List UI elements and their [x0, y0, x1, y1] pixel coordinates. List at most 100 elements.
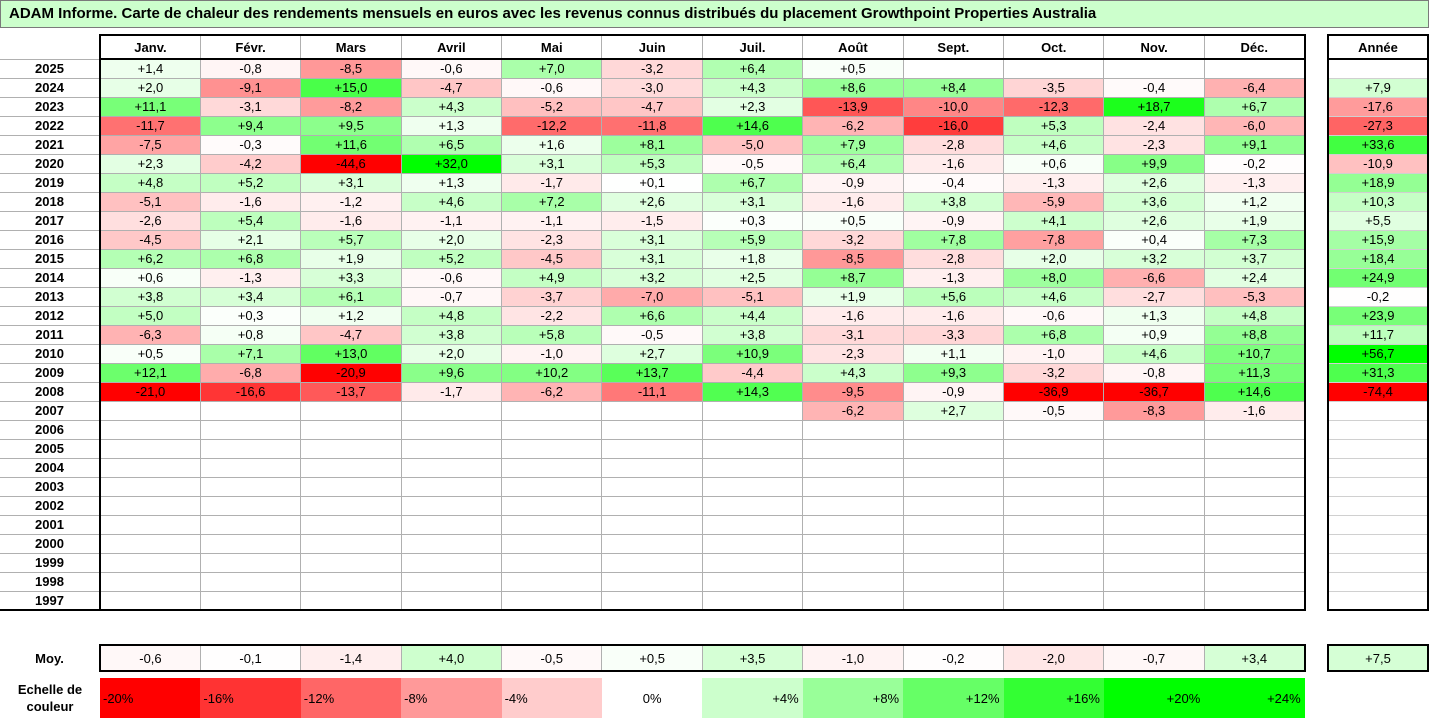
- annual-row: [1327, 477, 1429, 497]
- heatmap-cell: +8,4: [903, 78, 1005, 98]
- heatmap-cell: -4,7: [300, 325, 402, 345]
- heatmap-cell: -5,1: [702, 287, 804, 307]
- heatmap-cell: +18,7: [1103, 97, 1205, 117]
- heatmap-cell: -3,3: [903, 325, 1005, 345]
- color-scale-label: Echelle de couleur: [17, 682, 83, 714]
- heatmap-cell: [300, 591, 402, 611]
- heatmap-cell: -0,6: [401, 59, 503, 79]
- annual-row: -0,2: [1327, 287, 1429, 307]
- annual-row: [1327, 496, 1429, 516]
- annual-cell: +7,9: [1327, 78, 1429, 98]
- heatmap-cell: +2,7: [601, 344, 703, 364]
- heatmap-cell: [1003, 458, 1105, 478]
- heatmap-cell: -6,3: [100, 325, 201, 345]
- heatmap-cell: +8,6: [802, 78, 904, 98]
- heatmap-cell: [100, 515, 201, 535]
- heatmap-cell: +10,7: [1204, 344, 1306, 364]
- annual-row: +5,5: [1327, 211, 1429, 231]
- heatmap-cell: +12,1: [100, 363, 201, 383]
- heatmap-cell: [501, 515, 603, 535]
- annual-row: +33,6: [1327, 135, 1429, 155]
- heatmap-cell: -1,1: [501, 211, 603, 231]
- average-cell: +4,0: [401, 644, 503, 672]
- heatmap-cell: [100, 401, 201, 421]
- annual-row: +10,3: [1327, 192, 1429, 212]
- heatmap-cell: +2,6: [601, 192, 703, 212]
- year-label: 2001: [0, 515, 101, 535]
- year-label: 2024: [0, 78, 101, 98]
- heatmap-cell: +1,3: [401, 173, 503, 193]
- heatmap-row: 2007 -6,2 +2,7 -0,5 -8,3 -1,6: [0, 401, 1306, 421]
- heatmap-cell: +1,9: [802, 287, 904, 307]
- heatmap-cell: [903, 591, 1005, 611]
- heatmap-cell: -0,8: [1103, 363, 1205, 383]
- heatmap-cell: [702, 553, 804, 573]
- heatmap-cell: +4,8: [100, 173, 201, 193]
- average-cell: +3,5: [702, 644, 804, 672]
- heatmap-cell: -1,3: [1003, 173, 1105, 193]
- annual-row: [1327, 420, 1429, 440]
- heatmap-cell: +4,6: [1003, 287, 1105, 307]
- heatmap-cell: [1003, 477, 1105, 497]
- heatmap-cell: +4,6: [1003, 135, 1105, 155]
- heatmap-cell: -3,1: [200, 97, 302, 117]
- heatmap-cell: [903, 496, 1005, 516]
- heatmap-cell: +9,1: [1204, 135, 1306, 155]
- heatmap-cell: -2,3: [802, 344, 904, 364]
- annual-cell: +56,7: [1327, 344, 1429, 364]
- year-label: 2007: [0, 401, 101, 421]
- month-header: Sept.: [903, 34, 1005, 60]
- heatmap-cell: -36,9: [1003, 382, 1105, 402]
- heatmap-cell: -8,5: [802, 249, 904, 269]
- year-label: 2013: [0, 287, 101, 307]
- annual-cell: +23,9: [1327, 306, 1429, 326]
- heatmap-cell: [601, 401, 703, 421]
- heatmap-cell: +0,9: [1103, 325, 1205, 345]
- heatmap-cell: -1,6: [1204, 401, 1306, 421]
- heatmap-cell: -1,3: [1204, 173, 1306, 193]
- annual-column-table: Année +7,9 -17,6 -27,3 +33,6 -10,9 +18,9 +10,3…: [1327, 34, 1429, 611]
- average-cell: -1,4: [300, 644, 402, 672]
- heatmap-cell: +14,3: [702, 382, 804, 402]
- year-label: 2017: [0, 211, 101, 231]
- heatmap-cell: [401, 420, 503, 440]
- heatmap-row: 2020 +2,3 -4,2 -44,6 +32,0 +3,1 +5,3 -0,5 +6,4 -1…: [0, 154, 1306, 174]
- annual-row: [1327, 458, 1429, 478]
- heatmap-cell: +4,3: [401, 97, 503, 117]
- year-label: 1999: [0, 553, 101, 573]
- heatmap-cell: [401, 458, 503, 478]
- heatmap-cell: +2,0: [401, 230, 503, 250]
- heatmap-cell: [1204, 534, 1306, 554]
- heatmap-cell: +9,5: [300, 116, 402, 136]
- annual-cell: [1327, 572, 1429, 592]
- year-label: 2004: [0, 458, 101, 478]
- heatmap-cell: +3,1: [300, 173, 402, 193]
- heatmap-cell: [401, 572, 503, 592]
- heatmap-cell: [601, 534, 703, 554]
- heatmap-cell: [401, 515, 503, 535]
- annual-cell: [1327, 515, 1429, 535]
- heatmap-row: 1999: [0, 553, 1306, 573]
- heatmap-cell: [601, 515, 703, 535]
- heatmap-cell: [802, 515, 904, 535]
- heatmap-cell: +8,7: [802, 268, 904, 288]
- heatmap-cell: [200, 420, 302, 440]
- annual-cell: +18,9: [1327, 173, 1429, 193]
- heatmap-cell: [1204, 496, 1306, 516]
- heatmap-cell: [702, 572, 804, 592]
- heatmap-row: 2010 +0,5 +7,1 +13,0 +2,0 -1,0 +2,7 +10,9 -2,3 +1…: [0, 344, 1306, 364]
- heatmap-cell: [802, 572, 904, 592]
- heatmap-cell: -9,1: [200, 78, 302, 98]
- heatmap-cell: +3,1: [501, 154, 603, 174]
- heatmap-cell: -5,9: [1003, 192, 1105, 212]
- heatmap-cell: -0,9: [802, 173, 904, 193]
- color-scale-swatch: -12%: [300, 678, 402, 718]
- annual-row: +31,3: [1327, 363, 1429, 383]
- heatmap-cell: +13,0: [300, 344, 402, 364]
- heatmap-cell: [1003, 534, 1105, 554]
- heatmap-cell: +0,4: [1103, 230, 1205, 250]
- year-label: 2000: [0, 534, 101, 554]
- heatmap-cell: -21,0: [100, 382, 201, 402]
- heatmap-cell: [903, 439, 1005, 459]
- heatmap-cell: +5,9: [702, 230, 804, 250]
